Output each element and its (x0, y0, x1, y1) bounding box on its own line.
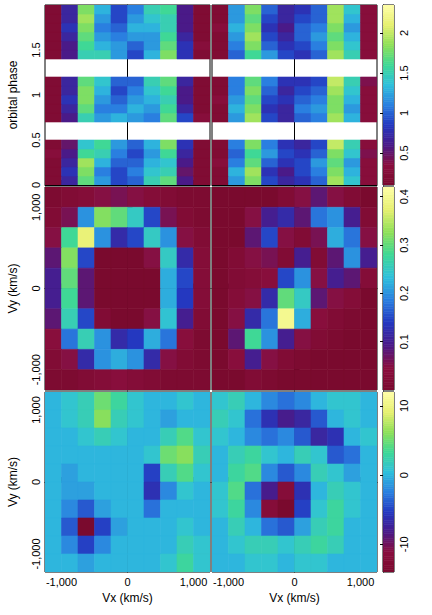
svg-text:1,000: 1,000 (30, 396, 42, 424)
svg-text:Vx (km/s): Vx (km/s) (269, 591, 320, 605)
svg-text:Vy (km/s): Vy (km/s) (6, 263, 20, 313)
svg-text:Vx (km/s): Vx (km/s) (102, 591, 153, 605)
svg-text:2: 2 (398, 30, 410, 36)
svg-text:0: 0 (124, 576, 130, 588)
svg-text:0.2: 0.2 (398, 286, 410, 301)
svg-text:-10: -10 (398, 536, 410, 552)
svg-text:1,000: 1,000 (347, 576, 375, 588)
svg-text:orbital phase: orbital phase (6, 60, 20, 129)
svg-text:1,000: 1,000 (180, 576, 208, 588)
svg-text:1: 1 (30, 92, 42, 98)
svg-text:0.3: 0.3 (398, 237, 410, 252)
svg-text:10: 10 (398, 400, 410, 412)
svg-text:0.1: 0.1 (398, 334, 410, 349)
svg-text:-1,000: -1,000 (30, 538, 42, 569)
svg-text:0: 0 (30, 285, 42, 291)
svg-text:1,000: 1,000 (30, 194, 42, 222)
svg-text:-1,000: -1,000 (46, 576, 77, 588)
svg-text:0: 0 (30, 182, 42, 188)
svg-text:0.5: 0.5 (398, 145, 410, 160)
svg-text:0.4: 0.4 (398, 189, 410, 204)
svg-text:1.5: 1.5 (398, 65, 410, 80)
svg-text:1.5: 1.5 (30, 42, 42, 57)
svg-text:-1,000: -1,000 (213, 576, 244, 588)
svg-text:0: 0 (30, 479, 42, 485)
svg-text:Vy (km/s): Vy (km/s) (6, 457, 20, 507)
svg-text:-1,000: -1,000 (30, 354, 42, 385)
svg-text:0.5: 0.5 (30, 132, 42, 147)
svg-text:1: 1 (398, 110, 410, 116)
svg-text:0: 0 (291, 576, 297, 588)
svg-text:0: 0 (398, 472, 410, 478)
